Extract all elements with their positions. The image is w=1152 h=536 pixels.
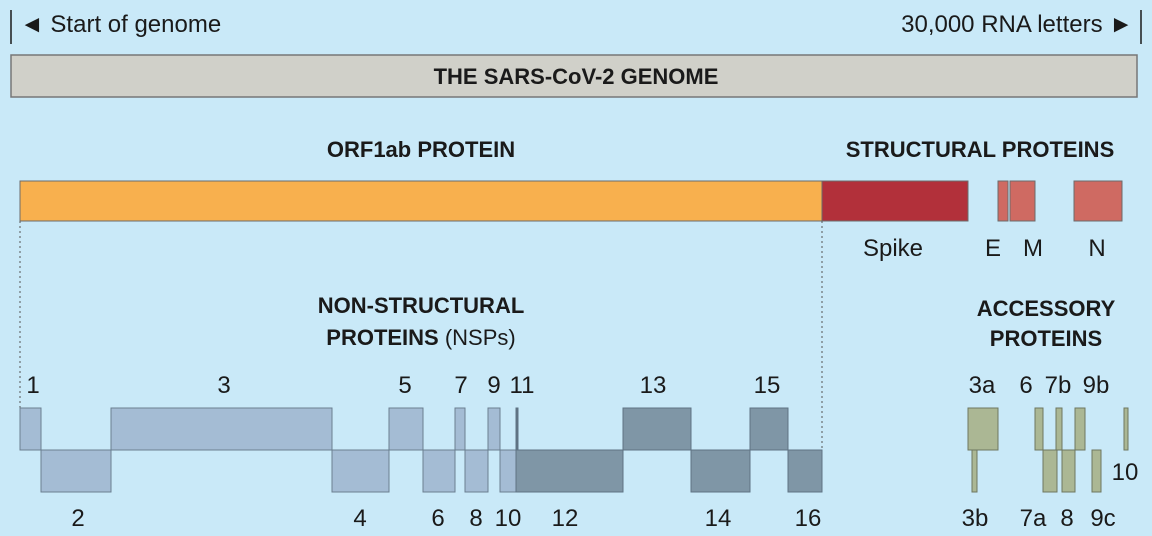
acc-7a-label: 7a (1020, 505, 1047, 532)
nsp11-block (515, 407, 519, 451)
acc-8-label: 8 (1060, 505, 1073, 532)
nsp-title-line2: PROTEINS (NSPs) (326, 325, 515, 350)
nsp-title-bold: PROTEINS (326, 325, 438, 350)
orf1ab-title: ORF1ab PROTEIN (327, 137, 515, 162)
nsp10-block (499, 449, 517, 493)
structural-title: STRUCTURAL PROTEINS (846, 137, 1115, 162)
nsp5-label: 5 (398, 372, 411, 399)
nsp1-label: 1 (26, 372, 39, 399)
spike-bar (821, 180, 969, 222)
m-bar (1009, 180, 1036, 222)
nsp12-block (515, 449, 624, 493)
e-bar (997, 180, 1009, 222)
acc-7a-block (1042, 449, 1058, 493)
acc-6-label: 6 (1019, 372, 1032, 399)
genome-bar (10, 54, 1138, 98)
acc-3b-block (971, 449, 978, 493)
start-of-genome-label: ◄ Start of genome (20, 11, 221, 38)
acc-10-block (1123, 407, 1129, 451)
nsp14-block (690, 449, 751, 493)
nsp-title-line1: NON-STRUCTURAL (318, 293, 525, 318)
acc-9b-block (1074, 407, 1086, 451)
nsp4-block (331, 449, 390, 493)
acc-10-label: 10 (1112, 459, 1139, 486)
nsp-labels: 1 2 3 4 5 6 7 8 9 10 11 12 13 14 15 16 (26, 372, 821, 532)
nsp14-label: 14 (705, 505, 732, 532)
accessory-blocks (967, 407, 1129, 493)
nsp2-label: 2 (71, 505, 84, 532)
nsp13-label: 13 (640, 372, 667, 399)
orf1ab-bar (19, 180, 823, 222)
nsp13-block (622, 407, 692, 451)
acc-6-block (1034, 407, 1044, 451)
nsp8-block (464, 449, 489, 493)
nsp3-label: 3 (217, 372, 230, 399)
nsp-blocks (19, 407, 823, 493)
m-label: M (1023, 235, 1043, 262)
acc-3a-label: 3a (969, 372, 996, 399)
nsp9-label: 9 (487, 372, 500, 399)
accessory-title-line2: PROTEINS (990, 326, 1102, 351)
nsp10-label: 10 (495, 505, 522, 532)
rna-letters-label: 30,000 RNA letters ► (901, 11, 1133, 38)
nsp16-block (787, 449, 823, 493)
nsp16-label: 16 (795, 505, 822, 532)
e-label: E (985, 235, 1001, 262)
nsp8-label: 8 (469, 505, 482, 532)
nsp11-label: 11 (510, 372, 535, 399)
nsp7-block (454, 407, 466, 451)
nsp7-label: 7 (454, 372, 467, 399)
nsp-title-light: (NSPs) (439, 325, 516, 350)
nsp12-label: 12 (552, 505, 579, 532)
spike-label: Spike (863, 235, 923, 262)
acc-9c-label: 9c (1090, 505, 1115, 532)
acc-3b-label: 3b (962, 505, 989, 532)
nsp5-block (388, 407, 424, 451)
accessory-title-line1: ACCESSORY (977, 296, 1116, 321)
acc-9b-label: 9b (1083, 372, 1110, 399)
nsp2-block (40, 449, 112, 493)
nsp15-label: 15 (754, 372, 781, 399)
acc-7b-label: 7b (1045, 372, 1072, 399)
accessory-labels: 3a 3b 6 7a 7b 8 9b 9c 10 (962, 372, 1139, 532)
nsp3-block (110, 407, 333, 451)
nsp6-block (422, 449, 456, 493)
acc-8-block (1061, 449, 1076, 493)
nsp4-label: 4 (353, 505, 366, 532)
genome-bar-label: THE SARS-CoV-2 GENOME (434, 64, 719, 89)
nsp1-block (19, 407, 42, 451)
acc-7b-block (1055, 407, 1063, 451)
nsp9-block (487, 407, 501, 451)
n-label: N (1088, 235, 1105, 262)
acc-3a-block (967, 407, 999, 451)
nsp6-label: 6 (431, 505, 444, 532)
nsp15-block (749, 407, 789, 451)
acc-9c-block (1091, 449, 1102, 493)
n-bar (1073, 180, 1123, 222)
